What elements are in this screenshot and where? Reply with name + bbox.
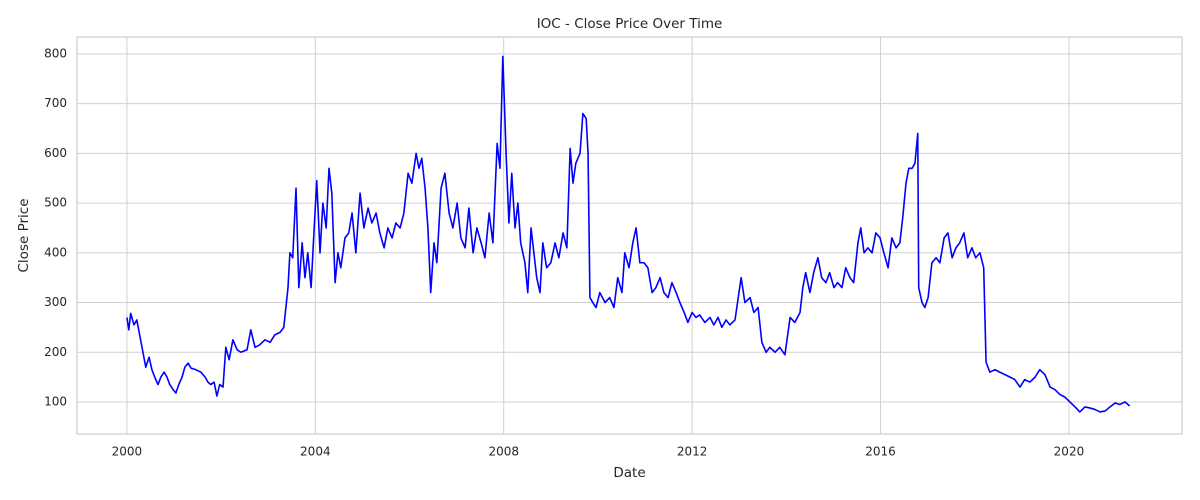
x-tick-label: 2012	[677, 445, 708, 459]
x-tick-label: 2000	[112, 445, 143, 459]
y-tick-label: 600	[44, 146, 67, 160]
y-tick-label: 100	[44, 394, 67, 408]
y-tick-label: 800	[44, 46, 67, 60]
x-tick-label: 2020	[1054, 445, 1085, 459]
y-axis-label: Close Price	[16, 199, 32, 273]
y-tick-label: 200	[44, 345, 67, 359]
x-tick-label: 2008	[488, 445, 519, 459]
chart-title: IOC - Close Price Over Time	[537, 16, 723, 32]
line-series	[126, 55, 1131, 413]
x-axis-label: Date	[613, 465, 645, 481]
plot-frame	[76, 36, 1183, 435]
y-tick-label: 400	[44, 245, 67, 259]
y-tick-label: 300	[44, 295, 67, 309]
y-tick-label: 500	[44, 196, 67, 210]
x-tick-label: 2016	[865, 445, 896, 459]
x-tick-label: 2004	[300, 445, 331, 459]
y-tick-label: 700	[44, 96, 67, 110]
